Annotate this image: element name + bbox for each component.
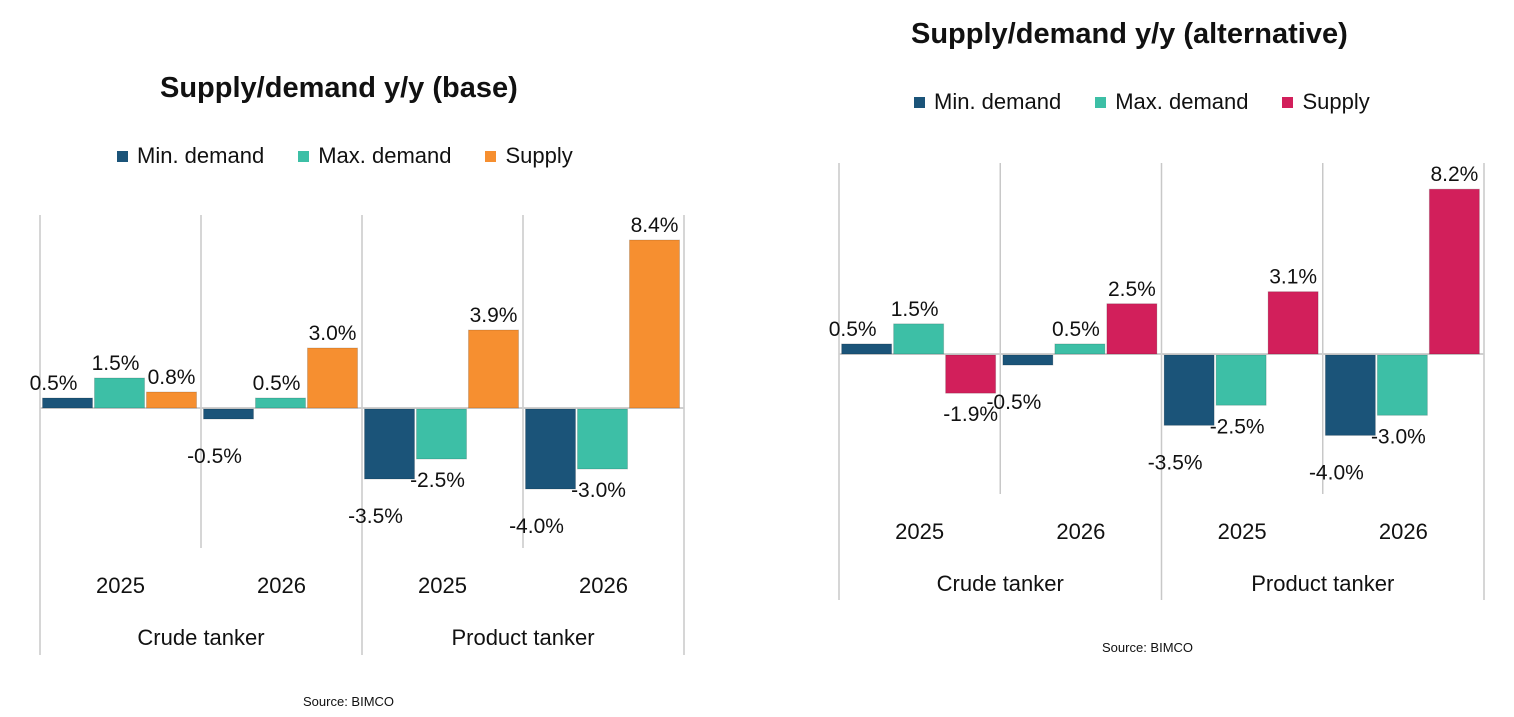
x-tick-label: 2026	[257, 573, 306, 598]
bar-min-demand-product-tanker-2026	[525, 408, 576, 490]
data-label: -2.5%	[1210, 415, 1265, 438]
legend-swatch-max-demand	[1095, 96, 1107, 108]
bar-min-demand-crude-tanker-2025	[841, 343, 893, 355]
legend-label: Min. demand	[934, 89, 1062, 114]
data-label: -3.0%	[1371, 425, 1426, 448]
data-label: 2.5%	[1108, 278, 1156, 301]
bar-min-demand-product-tanker-2025	[364, 408, 415, 480]
data-label: 1.5%	[92, 352, 140, 375]
data-label: 0.5%	[829, 318, 877, 341]
bar-max-demand-crude-tanker-2026	[255, 397, 306, 409]
legend-label: Max. demand	[318, 143, 452, 168]
bar-supply-product-tanker-2026	[1428, 188, 1480, 355]
bar-supply-product-tanker-2025	[1267, 291, 1319, 355]
legend-swatch-min-demand	[914, 96, 925, 108]
bar-max-demand-crude-tanker-2026	[1054, 343, 1106, 355]
legend-swatch-supply	[485, 150, 497, 162]
legend-label: Supply	[1302, 89, 1370, 114]
bar-min-demand-crude-tanker-2026	[203, 408, 254, 420]
x-group-label: Product tanker	[451, 625, 594, 650]
data-label: 3.1%	[1269, 266, 1317, 289]
source-note-base: Source: BIMCO	[303, 694, 395, 709]
legend-base: Min. demand Max. demand Supply	[117, 143, 607, 169]
x-group-label: Crude tanker	[937, 571, 1064, 596]
data-label: 0.5%	[253, 372, 301, 395]
chart-title-alternative: Supply/demand y/y (alternative)	[911, 18, 1348, 50]
data-label: -0.5%	[187, 445, 242, 468]
data-label: -0.5%	[986, 391, 1041, 414]
data-label: 1.5%	[891, 298, 939, 321]
data-label: 3.0%	[309, 322, 357, 345]
data-label: 0.5%	[1052, 318, 1100, 341]
bar-min-demand-crude-tanker-2026	[1002, 354, 1054, 366]
data-label: -4.0%	[509, 515, 564, 538]
legend-item-max-demand: Max. demand	[298, 143, 451, 169]
x-tick-label: 2025	[96, 573, 145, 598]
bar-max-demand-crude-tanker-2025	[94, 377, 145, 409]
data-label: -3.5%	[348, 505, 403, 528]
x-tick-label: 2025	[1218, 519, 1267, 544]
x-group-label: Product tanker	[1251, 571, 1394, 596]
data-label: -1.9%	[943, 403, 998, 426]
x-tick-label: 2026	[1056, 519, 1105, 544]
bar-max-demand-product-tanker-2026	[577, 408, 628, 470]
legend-label: Supply	[505, 143, 573, 168]
data-label: 8.2%	[1430, 163, 1478, 186]
bar-max-demand-crude-tanker-2025	[893, 323, 945, 355]
data-label: 0.8%	[148, 366, 196, 389]
bar-min-demand-product-tanker-2025	[1163, 354, 1215, 426]
x-tick-label: 2026	[1379, 519, 1428, 544]
legend-swatch-supply	[1282, 96, 1294, 108]
legend-item-min-demand: Min. demand	[914, 89, 1061, 115]
bar-max-demand-product-tanker-2026	[1376, 354, 1428, 416]
x-group-label: Crude tanker	[137, 625, 264, 650]
data-label: 8.4%	[631, 214, 679, 237]
legend-label: Max. demand	[1115, 89, 1249, 114]
bar-supply-crude-tanker-2026	[1106, 303, 1158, 355]
data-label: -2.5%	[410, 469, 465, 492]
legend-swatch-max-demand	[298, 150, 310, 162]
bar-supply-crude-tanker-2025	[146, 391, 197, 409]
bar-supply-product-tanker-2026	[629, 239, 680, 409]
x-tick-label: 2025	[418, 573, 467, 598]
data-label: 0.5%	[30, 372, 78, 395]
x-tick-label: 2026	[579, 573, 628, 598]
legend-item-max-demand: Max. demand	[1095, 89, 1248, 115]
bar-max-demand-product-tanker-2025	[1215, 354, 1267, 406]
legend-label: Min. demand	[137, 143, 265, 168]
bar-min-demand-product-tanker-2026	[1324, 354, 1376, 436]
legend-item-min-demand: Min. demand	[117, 143, 264, 169]
data-label: -4.0%	[1309, 461, 1364, 484]
bar-supply-crude-tanker-2025	[945, 354, 997, 394]
bar-min-demand-crude-tanker-2025	[42, 397, 93, 409]
bar-supply-product-tanker-2025	[468, 329, 519, 409]
bar-supply-crude-tanker-2026	[307, 347, 358, 409]
legend-alternative: Min. demand Max. demand Supply	[914, 89, 1404, 115]
x-tick-label: 2025	[895, 519, 944, 544]
bar-max-demand-product-tanker-2025	[416, 408, 467, 460]
chart-title-base: Supply/demand y/y (base)	[160, 72, 518, 104]
legend-item-supply: Supply	[485, 143, 573, 169]
data-label: -3.5%	[1148, 451, 1203, 474]
data-label: -3.0%	[571, 479, 626, 502]
source-note-alternative: Source: BIMCO	[1102, 640, 1194, 655]
legend-swatch-min-demand	[117, 150, 128, 162]
legend-item-supply: Supply	[1282, 89, 1370, 115]
data-label: 3.9%	[470, 304, 518, 327]
